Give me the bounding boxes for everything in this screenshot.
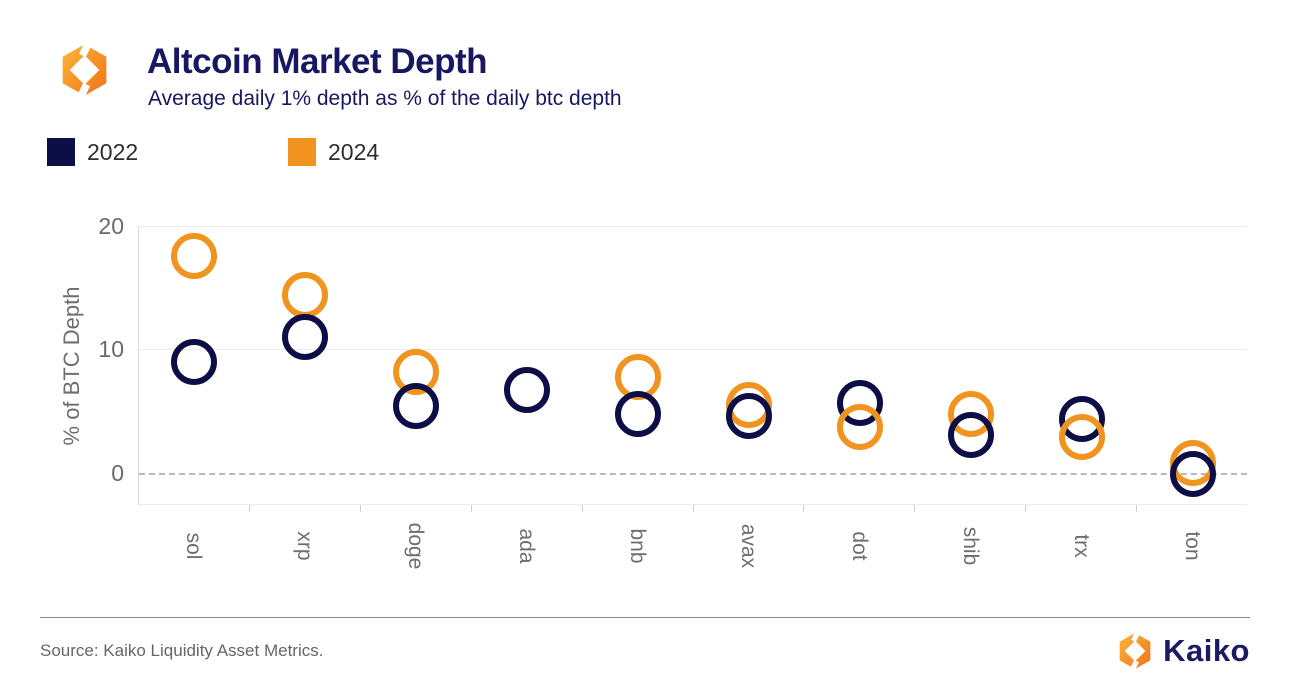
data-point-sol-2024: [171, 232, 218, 279]
data-point-xrp-2024: [282, 272, 329, 319]
legend-label-2022: 2022: [87, 138, 139, 165]
legend-item-2024: 2024: [288, 138, 379, 166]
gridline-10: [139, 349, 1247, 351]
legend-swatch-2024: [288, 138, 316, 166]
x-label-ton: ton: [1180, 531, 1204, 561]
page-title: Altcoin Market Depth: [147, 42, 488, 81]
page-subtitle: Average daily 1% depth as % of the daily…: [148, 87, 622, 110]
x-label-trx: trx: [1069, 534, 1093, 558]
legend-item-2022: 2022: [47, 138, 138, 166]
scatter-chart: % of BTC Depth 0 10 20 sol xrp doge ada bnb avax…: [59, 213, 1247, 570]
data-point-ton-2022: [1169, 451, 1216, 498]
y-tick-label-20: 20: [98, 213, 124, 239]
plot-area: [138, 226, 1247, 505]
data-point-trx-2024: [1058, 414, 1105, 461]
footer-brand: Kaiko: [1115, 630, 1250, 672]
x-axis-tick: [359, 505, 361, 512]
x-label-doge: doge: [404, 522, 428, 570]
data-point-doge-2022: [393, 383, 440, 430]
x-axis-tick: [914, 505, 916, 512]
footer-divider: [40, 617, 1250, 618]
x-label-dot: dot: [847, 531, 871, 561]
gridline-0: [139, 472, 1247, 475]
y-tick-label-10: 10: [98, 336, 124, 363]
data-point-sol-2022: [171, 338, 218, 385]
y-tick-label-0: 0: [111, 459, 124, 486]
x-axis-tick: [1025, 505, 1027, 512]
x-label-sol: sol: [182, 532, 206, 560]
legend-label-2024: 2024: [328, 138, 380, 165]
legend-swatch-2022: [47, 138, 75, 166]
kaiko-footer-logo-icon: [1119, 630, 1151, 672]
data-point-xrp-2022: [282, 314, 329, 361]
x-axis-tick: [692, 505, 694, 512]
x-label-shib: shib: [958, 526, 982, 566]
x-label-bnb: bnb: [626, 528, 650, 564]
source-text: Source: Kaiko Liquidity Asset Metrics.: [40, 641, 324, 660]
x-label-avax: avax: [736, 523, 760, 569]
x-axis-tick: [248, 505, 250, 512]
data-point-ada-2022: [504, 367, 551, 414]
y-axis-title: % of BTC Depth: [59, 286, 84, 446]
kaiko-logo-icon: [62, 40, 107, 100]
brand-wordmark: Kaiko: [1163, 633, 1250, 668]
x-axis-tick: [803, 505, 805, 512]
x-label-ada: ada: [515, 528, 539, 564]
data-point-shib-2022: [947, 411, 994, 458]
x-axis-tick: [581, 505, 583, 512]
data-point-dot-2024: [836, 404, 883, 451]
x-label-xrp: xrp: [293, 531, 317, 561]
data-point-bnb-2022: [615, 390, 662, 437]
data-point-avax-2022: [725, 393, 772, 440]
x-axis-tick: [1136, 505, 1138, 512]
gridline-20: [139, 226, 1247, 227]
x-axis-tick: [470, 505, 472, 512]
